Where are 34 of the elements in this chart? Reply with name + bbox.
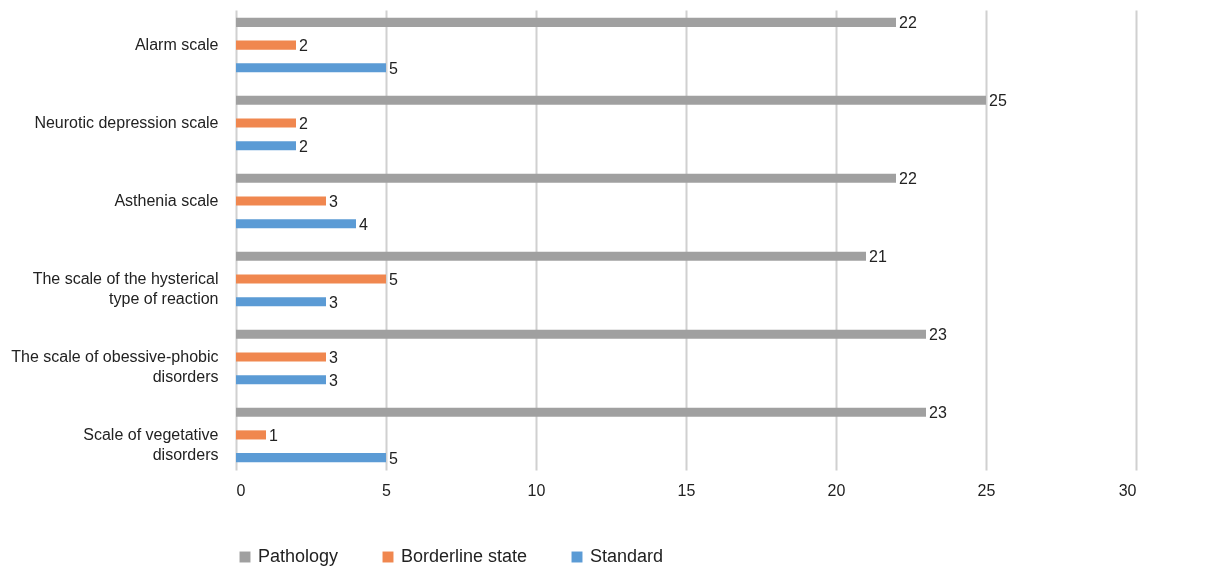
x-tick-label: 0 (236, 481, 246, 499)
data-label: 25 (989, 92, 1007, 110)
x-tick-label: 5 (382, 481, 392, 499)
data-label: 1 (269, 426, 278, 444)
data-label: 3 (329, 371, 338, 389)
y-tick-label: Asthenia scale (114, 192, 219, 210)
data-label: 5 (389, 59, 398, 77)
legend-label: Standard (590, 546, 664, 566)
data-label: 5 (389, 270, 398, 288)
legend-label: Pathology (258, 546, 339, 566)
x-tick-label: 30 (1118, 481, 1137, 499)
x-tick-label: 10 (527, 481, 546, 499)
y-tick-label: The scale of the hysterical type of reaction (32, 269, 219, 307)
data-label: 2 (299, 37, 308, 55)
data-label: 21 (869, 248, 887, 266)
data-label: 3 (329, 193, 338, 211)
data-label: 22 (899, 170, 917, 188)
data-label: 23 (929, 326, 947, 344)
x-tick-label: 15 (677, 481, 696, 499)
data-label: 22 (899, 14, 917, 32)
x-tick-label: 20 (827, 481, 846, 499)
data-label: 5 (389, 449, 398, 467)
y-tick-label: Alarm scale (134, 36, 219, 54)
x-tick-label: 25 (977, 481, 996, 499)
legend-label: Borderline state (401, 546, 528, 566)
data-label: 2 (299, 137, 308, 155)
data-label: 4 (359, 215, 368, 233)
data-label: 3 (329, 293, 338, 311)
y-tick-label: The scale of obessive-phobic disorders (11, 347, 219, 385)
data-label: 23 (929, 404, 947, 422)
data-label: 3 (329, 348, 338, 366)
data-label: 2 (299, 115, 308, 133)
y-tick-label: Scale of vegetative disorders (83, 425, 219, 463)
y-tick-label: Neurotic depression scale (34, 114, 219, 132)
